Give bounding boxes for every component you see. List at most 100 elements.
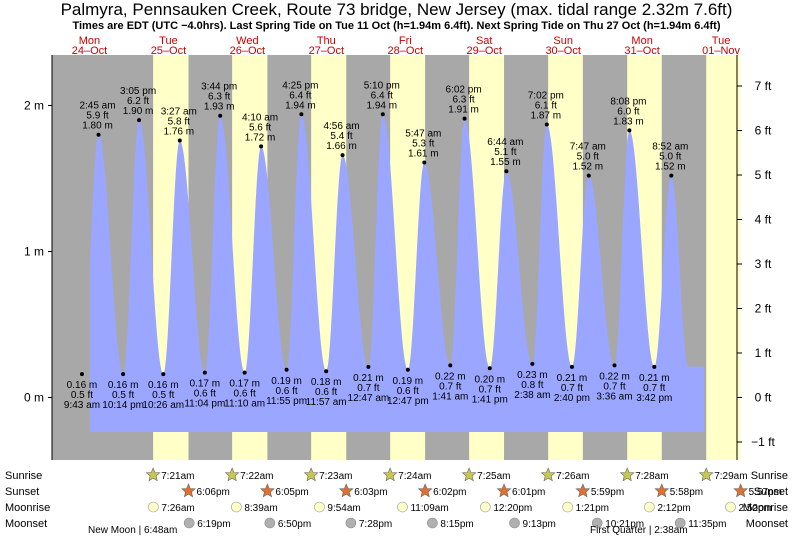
sunset-time: 6:02pm	[433, 487, 466, 498]
date-label: 31–Oct	[624, 45, 659, 57]
low-tide-time: 12:47 pm	[387, 396, 429, 407]
low-tide-point	[324, 369, 329, 374]
y-tick-label-ft: 1 ft	[755, 346, 772, 360]
low-tide-time: 11:04 pm	[184, 399, 225, 410]
high-tide-m: 1.76 m	[163, 127, 194, 138]
high-tide-point	[259, 144, 264, 149]
high-tide-m: 1.66 m	[326, 141, 357, 152]
moonset-icon	[427, 517, 438, 529]
high-tide-ft: 5.0 ft	[659, 152, 681, 163]
high-tide-m: 1.91 m	[448, 105, 479, 116]
low-tide-ft: 0.7 ft	[439, 381, 461, 392]
high-tide-time: 2:45 am	[79, 101, 115, 112]
moonrise-icon	[397, 501, 408, 513]
high-tide-ft: 5.0 ft	[577, 152, 599, 163]
y-tick-label-m: 2 m	[24, 99, 44, 113]
day-label: Sat	[476, 35, 493, 47]
y-tick-label-ft: 4 ft	[755, 212, 772, 226]
sunset-icon	[733, 483, 749, 498]
moonrise-time: 1:21pm	[576, 503, 609, 514]
sunset-icon	[259, 483, 275, 498]
tide-area	[90, 114, 704, 433]
moonrise-time: 9:54am	[327, 503, 360, 514]
high-tide-point	[627, 128, 632, 133]
sunset-time: 6:06pm	[196, 487, 229, 498]
sunset-icon	[575, 483, 591, 498]
low-tide-time: 2:38 am	[514, 390, 550, 401]
sunrise-time: 7:21am	[161, 471, 194, 482]
high-tide-time: 4:56 am	[323, 121, 359, 132]
high-tide-time: 3:44 pm	[201, 82, 237, 93]
low-tide-time: 3:36 am	[596, 391, 632, 402]
moonset-time: 6:50pm	[278, 519, 311, 530]
moonrise-time: 8:39am	[244, 503, 277, 514]
moonrise-time: 2:52pm	[739, 503, 772, 514]
row-label-right: Sunset	[754, 486, 788, 498]
low-tide-m: 0.16 m	[67, 380, 98, 391]
low-tide-m: 0.18 m	[311, 377, 342, 388]
low-tide-point	[242, 370, 247, 375]
low-tide-point	[612, 363, 617, 368]
high-tide-point	[299, 112, 304, 117]
day-label: Thu	[317, 35, 336, 47]
low-tide-time: 11:55 pm	[266, 396, 307, 407]
high-tide-time: 5:10 pm	[364, 80, 400, 91]
sunrise-icon	[303, 467, 319, 482]
low-tide-m: 0.17 m	[190, 379, 221, 390]
high-tide-m: 1.94 m	[285, 100, 316, 111]
moon-phase-first-quarter: First Quarter | 2:38am	[590, 525, 688, 536]
row-label-left: Sunrise	[5, 470, 42, 482]
low-tide-ft: 0.5 ft	[152, 390, 174, 401]
moonset-time: 7:28pm	[359, 519, 392, 530]
low-tide-ft: 0.6 ft	[234, 389, 256, 400]
sunrise-time: 7:29am	[714, 471, 747, 482]
sunrise-time: 7:26am	[556, 471, 589, 482]
low-tide-time: 1:41 am	[432, 391, 468, 402]
low-tide-time: 3:42 pm	[636, 393, 672, 404]
day-label: Fri	[399, 35, 412, 47]
chart-subtitle: Times are EDT (UTC −4.0hrs). Last Spring…	[72, 20, 721, 32]
moonrise-icon	[644, 501, 655, 513]
row-label-right: Moonset	[746, 518, 788, 530]
y-tick-label-m: 0 m	[24, 391, 44, 405]
high-tide-ft: 6.2 ft	[127, 96, 149, 107]
moonset-icon	[509, 517, 520, 529]
row-label-left: Moonset	[5, 518, 47, 530]
high-tide-point	[218, 113, 223, 118]
high-tide-m: 1.90 m	[123, 106, 154, 117]
low-tide-point	[202, 370, 207, 375]
high-tide-point	[177, 138, 182, 143]
low-tide-ft: 0.7 ft	[479, 384, 501, 395]
y-tick-label-ft: −1 ft	[751, 435, 775, 449]
high-tide-m: 1.52 m	[655, 162, 686, 173]
low-tide-time: 9:43 am	[64, 400, 100, 411]
moonset-icon	[674, 517, 686, 529]
row-label-left: Sunset	[5, 486, 39, 498]
low-tide-ft: 0.6 ft	[315, 387, 337, 398]
sunrise-icon	[461, 467, 477, 482]
y-tick-label-ft: 5 ft	[755, 168, 772, 182]
moonrise-time: 7:26am	[161, 503, 194, 514]
row-label-left: Moonrise	[5, 502, 50, 514]
day-label: Mon	[79, 35, 100, 47]
date-label: 27–Oct	[309, 45, 344, 57]
high-tide-time: 4:10 am	[242, 112, 278, 123]
low-tide-m: 0.19 m	[271, 376, 302, 387]
high-tide-ft: 5.6 ft	[249, 122, 271, 133]
low-tide-time: 10:26 am	[142, 400, 184, 411]
y-tick-label-ft: 3 ft	[755, 257, 772, 271]
low-tide-point	[121, 372, 126, 377]
sunrise-icon	[540, 467, 556, 482]
moonrise-icon	[725, 501, 736, 513]
high-tide-ft: 6.0 ft	[617, 106, 639, 117]
row-label-right: Sunrise	[751, 470, 788, 482]
low-tide-time: 2:40 pm	[554, 393, 590, 404]
date-label: 01–Nov	[702, 45, 740, 57]
low-tide-m: 0.22 m	[599, 371, 630, 382]
low-tide-ft: 0.6 ft	[194, 389, 216, 400]
low-tide-time: 1:41 pm	[472, 394, 508, 405]
day-label: Tue	[712, 35, 731, 47]
low-tide-ft: 0.7 ft	[357, 383, 379, 394]
y-tick-label-ft: 2 ft	[755, 301, 772, 315]
low-tide-point	[161, 372, 166, 377]
